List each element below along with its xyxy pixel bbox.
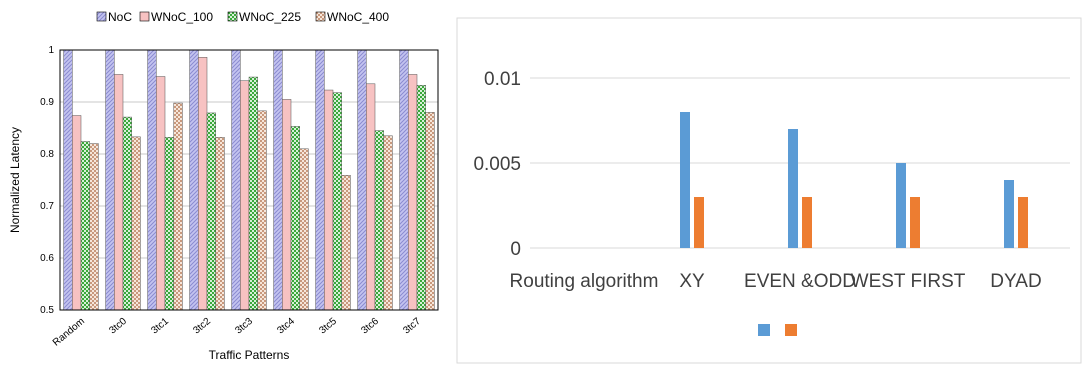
- left-bar-noc-3tc0: [106, 50, 115, 310]
- left-bars: [64, 50, 435, 310]
- left-bar-noc-3tc6: [358, 50, 367, 310]
- left-x-tick-label: 3tc0: [107, 316, 129, 337]
- right-legend-swatch-2: [785, 324, 797, 336]
- right-y-tick-label: 0: [510, 239, 521, 260]
- left-bar-wnoc-100-3tc4: [282, 99, 291, 310]
- left-bar-wnoc-400-3tc5: [342, 175, 351, 310]
- right-x-tick-label: Routing algorithm: [510, 271, 659, 292]
- left-bar-noc-3tc7: [400, 50, 409, 310]
- right-bar-series-1-west-first: [896, 163, 906, 248]
- legend-label-wnoc-400: WNoC_400: [327, 10, 389, 24]
- left-x-tick-label: 3tc3: [233, 316, 255, 337]
- left-bar-wnoc-400-3tc4: [300, 149, 309, 310]
- right-y-tick-label: 0.005: [473, 154, 521, 175]
- left-bar-wnoc-100-3tc7: [408, 74, 417, 310]
- left-y-axis-title: Normalized Latency: [8, 127, 22, 233]
- legend-label-wnoc-225: WNoC_225: [239, 10, 301, 24]
- left-y-tick-label: 0.9: [40, 97, 54, 108]
- left-bar-wnoc-225-random: [81, 142, 90, 310]
- left-bar-noc-3tc1: [148, 50, 157, 310]
- left-y-tick-label: 0.8: [40, 149, 54, 160]
- left-x-axis-title: Traffic Patterns: [209, 348, 290, 362]
- left-bar-wnoc-225-3tc0: [123, 117, 132, 310]
- right-legend-swatch-1: [758, 324, 770, 336]
- left-bar-wnoc-400-3tc1: [174, 103, 183, 310]
- right-bar-series-1-dyad: [1004, 180, 1014, 248]
- left-bar-wnoc-100-3tc1: [156, 77, 165, 310]
- left-bar-wnoc-400-3tc7: [426, 112, 435, 310]
- left-bar-noc-3tc5: [316, 50, 325, 310]
- left-bar-noc-3tc3: [232, 50, 241, 310]
- right-x-tick-label: XY: [679, 271, 705, 292]
- left-chart: NoC WNoC_100 WNoC_225 WNoC_400 0.5 0.6 0.7: [8, 10, 438, 362]
- left-x-tick-label: 3tc6: [359, 316, 381, 337]
- left-x-tick-label: 3tc1: [149, 316, 171, 337]
- right-bar-series-2-even-odd: [802, 197, 812, 248]
- left-bar-wnoc-225-3tc5: [333, 93, 342, 310]
- left-legend: NoC WNoC_100 WNoC_225 WNoC_400: [97, 10, 389, 24]
- right-bar-series-2-dyad: [1018, 197, 1028, 248]
- left-x-tick-labels: Random 3tc0 3tc1 3tc2 3tc3 3tc4 3tc5 3tc6 3tc7: [51, 316, 423, 349]
- left-bar-noc-random: [64, 50, 73, 310]
- left-bar-wnoc-400-3tc0: [132, 137, 141, 310]
- legend-label-wnoc-100: WNoC_100: [151, 10, 213, 24]
- left-bar-noc-3tc4: [274, 50, 283, 310]
- left-bar-wnoc-400-3tc3: [258, 111, 267, 310]
- left-x-tick-label: 3tc2: [191, 316, 213, 337]
- legend-item-noc: NoC: [97, 10, 132, 24]
- right-bar-series-2-west-first: [910, 197, 920, 248]
- legend-item-wnoc-100: WNoC_100: [140, 10, 213, 24]
- left-bar-wnoc-100-3tc0: [114, 74, 123, 310]
- left-y-tick-label: 1: [48, 45, 54, 56]
- left-bar-wnoc-400-3tc2: [216, 137, 225, 310]
- right-chart: 0 0.005 0.01 Routing algorithm XY EVEN &ODDW…: [457, 18, 1081, 363]
- left-bar-wnoc-225-3tc6: [375, 131, 384, 310]
- right-x-tick-label: DYAD: [990, 271, 1041, 292]
- right-bar-series-1-xy: [680, 112, 690, 248]
- left-bar-wnoc-400-3tc6: [384, 136, 393, 310]
- left-x-tick-label: 3tc5: [317, 316, 339, 337]
- left-bar-wnoc-100-random: [72, 116, 81, 310]
- right-bar-series-2-xy: [694, 197, 704, 248]
- left-bar-wnoc-100-3tc2: [198, 57, 207, 310]
- left-bar-noc-3tc2: [190, 50, 199, 310]
- right-chart-border: [457, 18, 1081, 363]
- left-y-tick-label: 0.6: [40, 253, 54, 264]
- left-bar-wnoc-225-3tc1: [165, 137, 174, 310]
- left-x-tick-label: 3tc7: [401, 316, 423, 337]
- left-bar-wnoc-225-3tc3: [249, 77, 258, 310]
- right-y-tick-label: 0.01: [484, 69, 521, 90]
- legend-item-wnoc-225: WNoC_225: [228, 10, 301, 24]
- left-bar-wnoc-400-random: [90, 144, 99, 310]
- left-bar-wnoc-100-3tc6: [366, 84, 375, 310]
- left-x-tick-label: Random: [51, 316, 87, 349]
- left-bar-wnoc-100-3tc5: [324, 90, 333, 310]
- left-y-tick-label: 0.7: [40, 201, 54, 212]
- legend-label-noc: NoC: [108, 10, 132, 24]
- left-x-tick-label: 3tc4: [275, 316, 297, 337]
- left-y-tick-labels: 0.5 0.6 0.7 0.8 0.9 1: [40, 45, 54, 316]
- left-y-tick-label: 0.5: [40, 305, 54, 316]
- right-x-tick-label: WEST FIRST: [851, 271, 966, 292]
- right-x-tick-label: EVEN &ODD: [744, 271, 856, 292]
- left-bar-wnoc-225-3tc4: [291, 126, 300, 310]
- right-bar-series-1-even-odd: [788, 129, 798, 248]
- left-bar-wnoc-100-3tc3: [240, 81, 249, 310]
- left-bar-wnoc-225-3tc2: [207, 113, 216, 310]
- left-bar-wnoc-225-3tc7: [417, 85, 426, 310]
- legend-item-wnoc-400: WNoC_400: [316, 10, 389, 24]
